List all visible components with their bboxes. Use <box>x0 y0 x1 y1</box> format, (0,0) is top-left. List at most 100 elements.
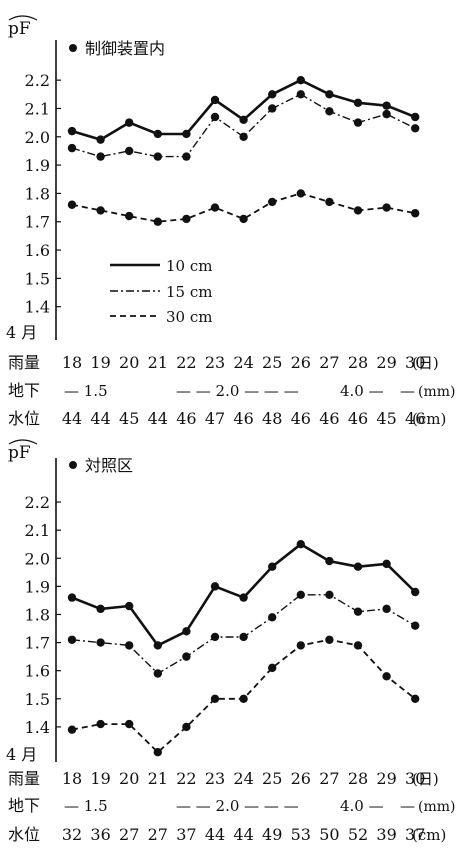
panel-1-water-label: 水位 <box>8 409 40 428</box>
data-point <box>296 540 305 549</box>
panel-1-underground-d: — <box>400 382 415 400</box>
rain-day: 18 <box>62 769 82 788</box>
water-level: 46 <box>405 409 425 428</box>
panel-2-month-label: 4 月 <box>6 745 37 764</box>
y-tick-label: 1.9 <box>25 577 50 596</box>
series-line-1 <box>71 78 416 141</box>
data-point <box>411 112 420 122</box>
rain-day: 24 <box>233 353 253 372</box>
panel-2-rain-label: 雨量 <box>8 769 40 788</box>
panel-2-rain-row: 18 19 20 21 22 23 24 25 26 27 28 29 30 <box>62 769 426 788</box>
panel-1-water-row: 44 44 45 44 46 47 46 48 46 46 46 45 46 <box>62 409 426 428</box>
panel-2-title-bullet <box>69 461 77 469</box>
data-point <box>182 627 191 636</box>
y-tick-label: 1.7 <box>25 213 50 232</box>
data-point <box>239 694 248 703</box>
water-level: 53 <box>291 825 311 844</box>
data-point <box>296 189 305 198</box>
water-level: 36 <box>90 825 110 844</box>
data-point <box>67 200 77 209</box>
panel-1-underground-b: — — 2.0 — — — <box>176 382 299 400</box>
rain-day: 24 <box>233 769 253 788</box>
water-level: 46 <box>233 409 253 428</box>
panel-1-rain-label: 雨量 <box>8 353 40 372</box>
data-point <box>125 146 134 156</box>
water-level: 44 <box>233 825 253 844</box>
data-point <box>182 722 191 732</box>
rain-day: 19 <box>90 353 110 372</box>
data-point <box>125 211 134 221</box>
panel-1-rain-unit: (日) <box>412 354 439 372</box>
water-level: 50 <box>319 825 339 844</box>
data-point <box>96 206 105 215</box>
data-point <box>125 601 134 611</box>
rain-day: 20 <box>119 769 139 788</box>
data-point <box>382 559 391 569</box>
water-level: 46 <box>348 409 368 428</box>
data-point <box>411 209 420 218</box>
rain-day: 30 <box>405 769 425 788</box>
data-point <box>96 135 105 144</box>
data-point <box>382 109 391 119</box>
data-point <box>125 118 134 127</box>
data-point <box>239 115 248 125</box>
panel-1-ylabel: pF <box>8 19 31 39</box>
data-point <box>411 694 420 703</box>
rain-day: 30 <box>405 353 425 372</box>
data-point <box>296 90 305 99</box>
panel-2-series-lines <box>71 542 417 754</box>
water-level: 27 <box>148 825 168 844</box>
data-point <box>153 641 162 650</box>
data-point <box>125 719 134 729</box>
water-level: 48 <box>262 409 282 428</box>
panel-1-series-lines <box>71 78 416 223</box>
data-point <box>325 197 334 207</box>
rain-day: 29 <box>376 769 396 788</box>
y-tick-label: 1.5 <box>25 269 50 288</box>
panel-2-ylabel: pF <box>8 443 31 463</box>
data-point <box>268 613 277 622</box>
data-point <box>210 203 220 212</box>
rain-day: 26 <box>291 353 311 372</box>
data-point <box>153 152 162 161</box>
panel-1: pF 制御装置内 2.2 2.1 2.0 1.9 1.8 1.7 1.6 1.5 1.4 10 … <box>6 15 455 428</box>
y-tick-label: 1.9 <box>25 156 50 175</box>
data-point <box>325 556 334 566</box>
rain-day: 23 <box>205 769 225 788</box>
data-point <box>153 217 162 226</box>
panel-2-ylabel-arc <box>8 439 38 445</box>
rain-day: 27 <box>319 353 339 372</box>
data-point <box>382 672 391 681</box>
legend-label-30cm: 30 cm <box>166 308 212 326</box>
data-point <box>182 129 191 139</box>
rain-day: 25 <box>262 353 282 372</box>
water-level: 37 <box>405 825 425 844</box>
panel-1-underground-a: — 1.5 <box>64 382 108 400</box>
rain-day: 25 <box>262 769 282 788</box>
data-point <box>182 152 191 161</box>
data-point <box>325 107 334 116</box>
data-point <box>239 132 248 141</box>
data-point <box>268 197 277 207</box>
panel-2-underground-d: — <box>400 797 415 815</box>
panel-2-underground-label: 地下 <box>8 796 40 815</box>
rain-day: 19 <box>90 769 110 788</box>
data-point <box>210 632 220 642</box>
water-level: 27 <box>119 825 139 844</box>
water-level: 44 <box>90 409 110 428</box>
y-tick-label: 1.6 <box>25 662 50 681</box>
water-level: 46 <box>176 409 196 428</box>
panel-1-y-axis: 2.2 2.1 2.0 1.9 1.8 1.7 1.6 1.5 1.4 <box>25 71 61 317</box>
rain-day: 22 <box>176 353 196 372</box>
rain-day: 28 <box>348 353 368 372</box>
rain-day: 21 <box>148 353 168 372</box>
data-point <box>239 632 248 642</box>
water-level: 45 <box>376 409 396 428</box>
water-level: 39 <box>376 825 396 844</box>
panel-2-underground-unit: (mm) <box>418 799 455 815</box>
data-point <box>239 214 248 224</box>
data-point <box>353 118 363 127</box>
data-point <box>296 590 305 599</box>
data-point <box>353 206 363 215</box>
